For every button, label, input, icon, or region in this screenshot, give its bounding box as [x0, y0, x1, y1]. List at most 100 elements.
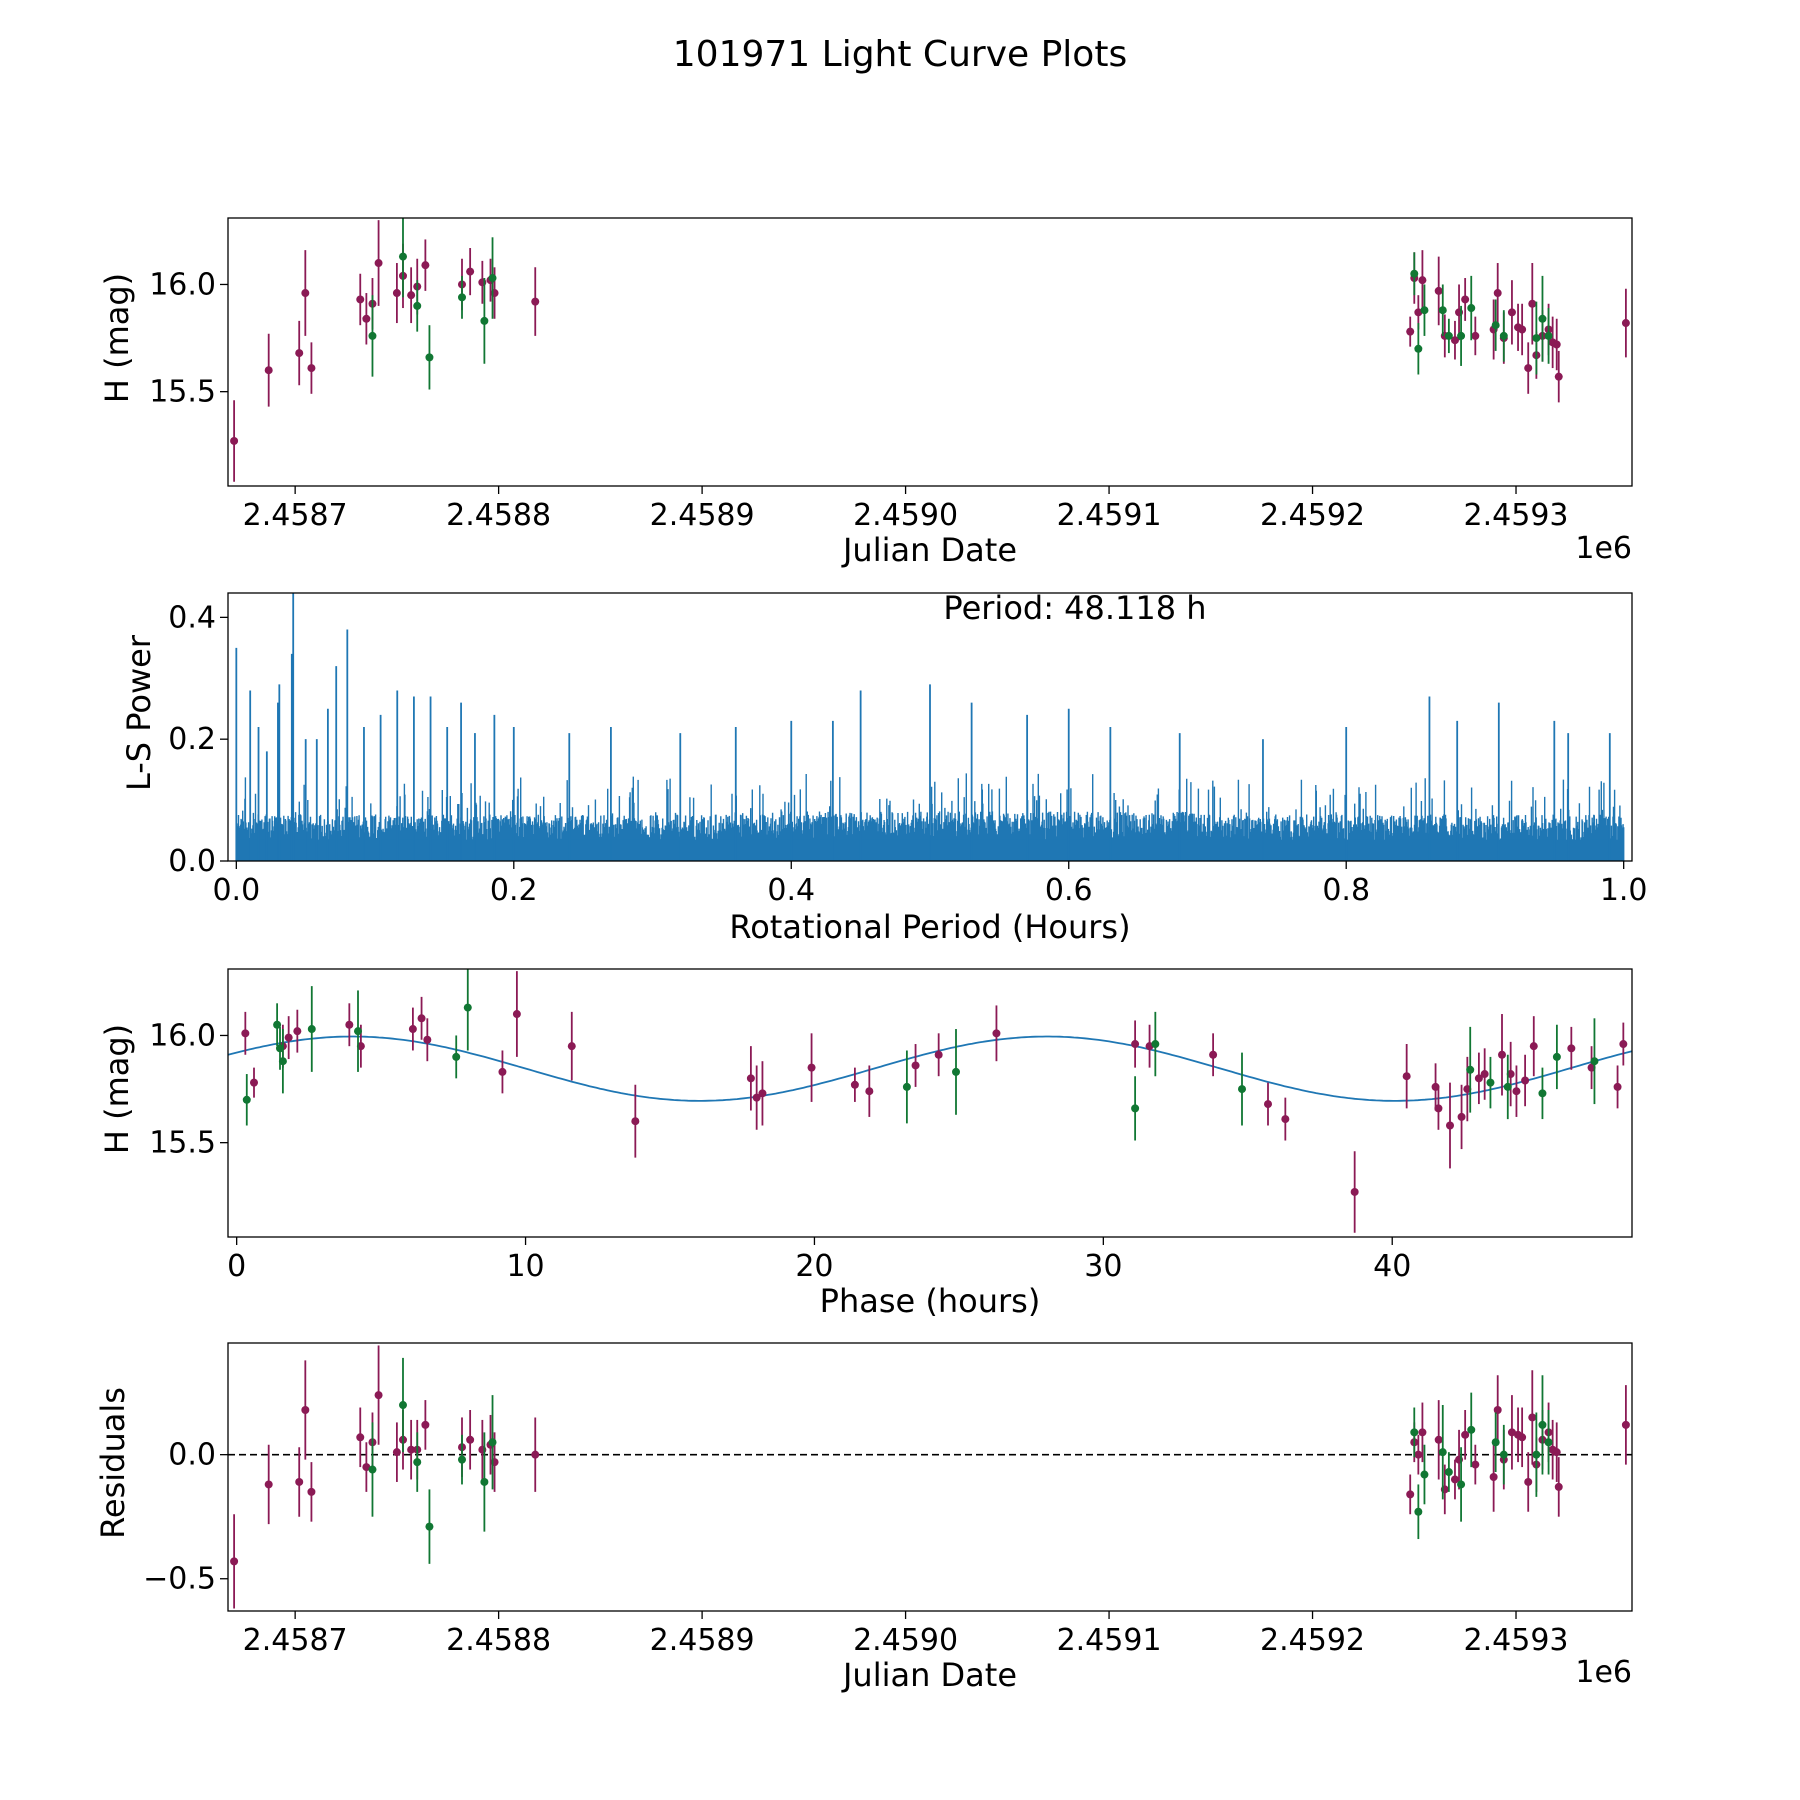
residuals-green-band-point — [1420, 1470, 1429, 1479]
phased-curve-green-band-point — [452, 1052, 461, 1061]
light-curve-green-band-point — [1467, 304, 1476, 313]
phased-curve-magenta-band-point — [746, 1074, 755, 1083]
phased-curve-xtick-label: 10 — [506, 1249, 544, 1284]
light-curve-green-band-point — [1532, 334, 1541, 343]
phased-curve-magenta-band-point — [631, 1117, 640, 1126]
light-curve-magenta-band-point — [362, 314, 371, 323]
phased-curve-xtick-label: 0 — [227, 1249, 246, 1284]
residuals-magenta-band-point — [1461, 1430, 1470, 1439]
phased-curve-magenta-band-point — [567, 1042, 576, 1051]
residuals-magenta-band-point — [301, 1406, 310, 1414]
phased-curve-magenta-band-point — [1613, 1082, 1622, 1091]
residuals-green-band-point — [1532, 1450, 1541, 1459]
residuals-magenta-band-point — [531, 1450, 540, 1459]
periodogram-xtick-label: 0.8 — [1322, 873, 1370, 908]
phased-curve-magenta-band-point — [423, 1035, 432, 1044]
phased-curve-green-band-point — [1238, 1085, 1246, 1094]
residuals-magenta-band-point — [1450, 1475, 1459, 1484]
phased-curve-magenta-band-point — [752, 1093, 761, 1102]
light-curve-magenta-band-point — [1461, 295, 1470, 304]
residuals-offset-label: 1e6 — [1575, 1655, 1632, 1690]
residuals-green-band-point — [1544, 1438, 1553, 1447]
residuals-plot-area — [228, 1345, 1632, 1609]
residuals-magenta-band-point — [362, 1463, 371, 1472]
phased-curve-ytick-label: 16.0 — [149, 1018, 216, 1053]
light-curve-green-band-point — [1538, 314, 1547, 323]
phased-curve-green-band-point — [1590, 1057, 1599, 1066]
light-curve-green-band-point — [413, 301, 422, 310]
phased-curve-magenta-band-point — [1474, 1074, 1483, 1083]
phased-curve-magenta-band-point — [1480, 1070, 1489, 1079]
phased-curve-magenta-band-point — [1619, 1040, 1628, 1049]
light-curve-magenta-band-point — [356, 295, 365, 304]
phased-curve-magenta-band-point — [1434, 1104, 1443, 1113]
phased-curve-fit-curve — [228, 1035, 1632, 1102]
light-curve-axes: 2.4587 2.4588 2.4589 2.4590 2.4591 2.4592 2.45… — [149, 217, 1633, 533]
periodogram-plot-area — [235, 593, 1625, 861]
light-curve-green-band-point — [458, 293, 466, 302]
light-curve-ylabel: H (mag) — [98, 273, 136, 403]
phased-curve-magenta-band-point — [1521, 1076, 1530, 1085]
phased-curve-magenta-band-point — [1457, 1112, 1466, 1121]
phased-curve-magenta-band-point — [1131, 1040, 1140, 1049]
periodogram-axes: 0.0 0.2 0.4 0.6 0.8 1.0 0.0 0.2 0.4 — [168, 592, 1648, 908]
residuals-magenta-band-point — [1414, 1450, 1423, 1459]
phased-curve-xlabel: Phase (hours) — [820, 1282, 1041, 1320]
phased-curve-magenta-band-point — [241, 1029, 250, 1038]
light-curve-xtick-label: 2.4593 — [1464, 498, 1569, 533]
phased-curve-xtick-label: 20 — [795, 1249, 833, 1284]
residuals-green-band-point — [480, 1477, 489, 1486]
residuals-green-band-point — [1499, 1450, 1508, 1459]
phased-curve-ytick-label: 15.5 — [149, 1126, 216, 1161]
periodogram-xtick-label: 1.0 — [1600, 873, 1648, 908]
phased-curve-green-band-point — [307, 1025, 316, 1034]
light-curve-ytick-label: 15.5 — [149, 375, 216, 410]
light-curve-xtick-label: 2.4590 — [853, 498, 958, 533]
light-curve-magenta-band-point — [1524, 364, 1533, 373]
phased-curve-magenta-band-point — [1281, 1115, 1290, 1124]
light-curve-magenta-band-point — [264, 366, 273, 375]
phased-curve-magenta-band-point — [293, 1027, 302, 1036]
light-curve-frame — [227, 217, 1633, 487]
residuals-magenta-band-point — [1554, 1482, 1563, 1491]
residuals-green-band-point — [488, 1438, 497, 1447]
phased-curve-green-band-point — [952, 1067, 960, 1076]
light-curve-green-band-point — [1410, 269, 1419, 278]
light-curve-green-band-point — [368, 331, 377, 340]
phased-curve-magenta-band-point — [850, 1080, 859, 1089]
phased-curve-green-band-point — [463, 1003, 472, 1012]
residuals-ytick-label: 0.0 — [168, 1438, 216, 1473]
residuals-xtick-label: 2.4592 — [1260, 1623, 1365, 1658]
figure-title: 101971 Light Curve Plots — [673, 34, 1127, 75]
residuals-xtick-label: 2.4587 — [243, 1623, 348, 1658]
phased-curve-magenta-band-point — [345, 1020, 354, 1029]
phased-curve-panel: 0 10 20 30 40 15.5 16.0 Phase (hours) H (mag) — [98, 968, 1633, 1320]
phased-curve-magenta-band-point — [1498, 1050, 1506, 1059]
phased-curve-magenta-band-point — [1209, 1050, 1218, 1059]
light-curve-green-band-point — [1414, 344, 1423, 353]
light-curve-green-band-point — [488, 274, 497, 283]
light-curve-magenta-band-point — [374, 259, 383, 268]
phased-curve-frame — [227, 968, 1633, 1238]
light-curve-magenta-band-point — [1471, 331, 1480, 340]
phased-curve-magenta-band-point — [417, 1014, 426, 1023]
phased-curve-magenta-band-point — [807, 1063, 816, 1072]
phased-curve-magenta-band-point — [934, 1050, 943, 1059]
phased-curve-green-band-point — [1538, 1089, 1547, 1098]
residuals-magenta-band-point — [421, 1420, 430, 1429]
residuals-green-band-point — [458, 1455, 466, 1464]
periodogram-ytick-label: 0.4 — [168, 600, 216, 635]
light-curve-green-band-point — [425, 353, 434, 362]
phased-curve-magenta-band-point — [284, 1033, 293, 1042]
residuals-ylabel: Residuals — [94, 1387, 132, 1539]
light-curve-xtick-label: 2.4592 — [1260, 498, 1365, 533]
phased-curve-green-band-point — [1503, 1082, 1512, 1091]
light-curve-green-band-point — [398, 252, 407, 261]
residuals-magenta-band-point — [1507, 1428, 1516, 1437]
phased-curve-magenta-band-point — [1512, 1087, 1521, 1096]
residuals-magenta-band-point — [307, 1487, 316, 1496]
phased-curve-green-band-point — [902, 1082, 911, 1091]
light-curve-green-band-point — [1420, 306, 1429, 315]
residuals-magenta-band-point — [407, 1445, 416, 1454]
periodogram-ytick-label: 0.0 — [168, 844, 216, 879]
